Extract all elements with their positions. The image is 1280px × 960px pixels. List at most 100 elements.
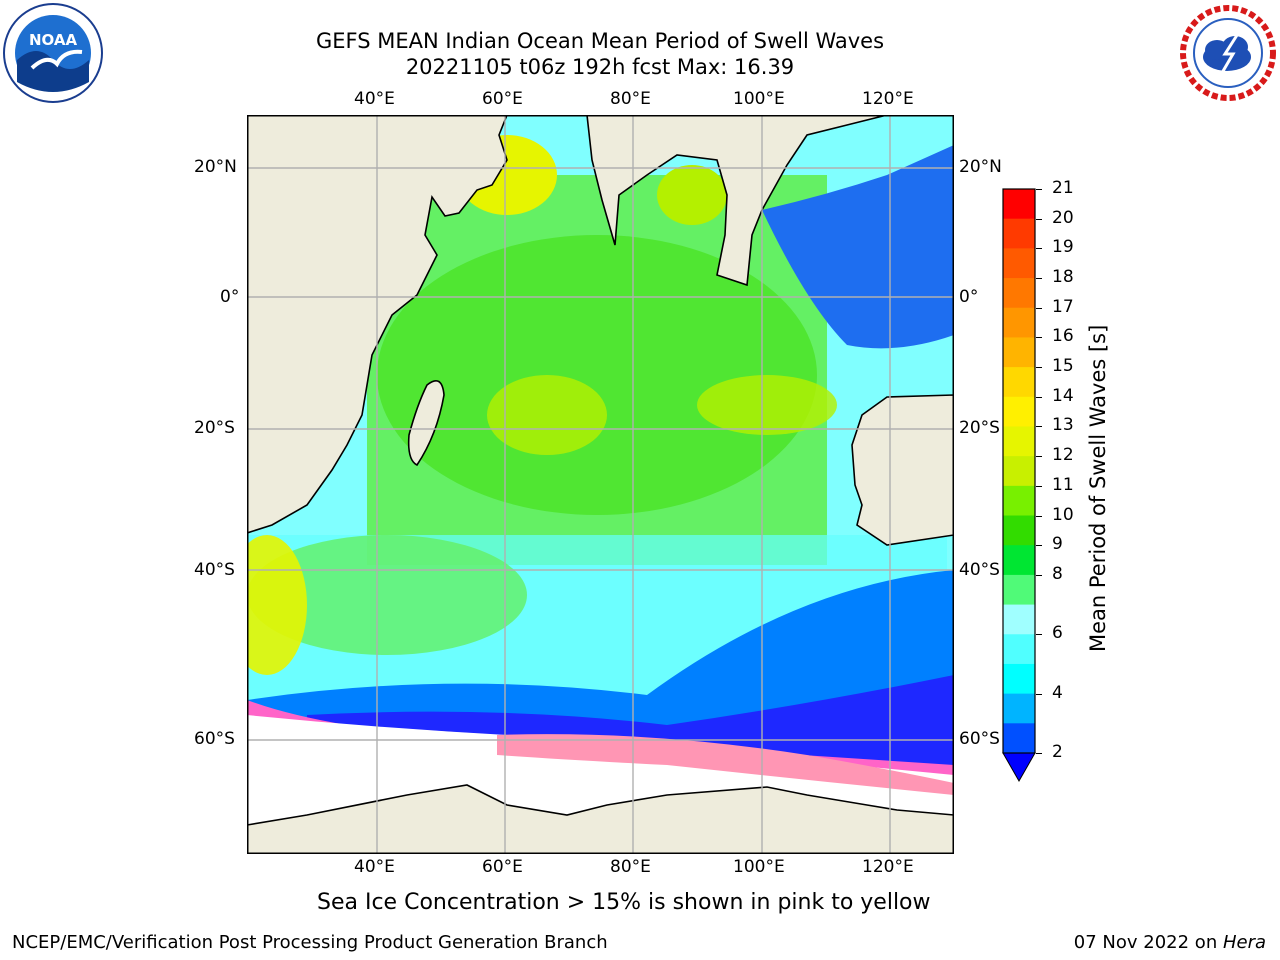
swell-field-peak: [487, 375, 607, 455]
colorbar-segment: [1003, 574, 1035, 606]
colorbar-tick-mark: [1036, 337, 1042, 339]
colorbar: [1002, 188, 1036, 783]
sea-ice-concentration: [497, 734, 954, 795]
lat-label-left-20n: 20°N: [194, 157, 237, 177]
colorbar-tick-label: 14: [1052, 385, 1074, 406]
lon-label-bottom-100e: 100°E: [733, 857, 785, 877]
lon-label-top-60e: 60°E: [482, 89, 523, 109]
footer-date: 07 Nov 2022 on Hera: [1074, 932, 1266, 953]
colorbar-tick-label: 11: [1052, 474, 1074, 495]
colorbar-tick-mark: [1036, 753, 1042, 754]
colorbar-segment: [1003, 604, 1035, 635]
colorbar-segment: [1003, 189, 1035, 220]
colorbar-tick-mark: [1036, 634, 1042, 636]
land-australia: [851, 394, 954, 546]
footer-date-text: 07 Nov 2022 on: [1073, 932, 1223, 953]
map-panel: [247, 115, 954, 854]
land-india-asia: [505, 115, 888, 287]
colorbar-frame: [1002, 188, 1036, 754]
colorbar-segment: [1003, 663, 1035, 695]
lon-label-top-40e: 40°E: [354, 89, 395, 109]
colorbar-tick-mark: [1036, 248, 1042, 250]
colorbar-segment: [1003, 485, 1035, 517]
lat-label-right-40s: 40°S: [959, 560, 1000, 580]
colorbar-tick-label: 13: [1052, 415, 1074, 436]
land-antarctica: [247, 784, 954, 854]
colorbar-tick-mark: [1036, 515, 1042, 517]
lat-label-right-60s: 60°S: [959, 729, 1000, 749]
colorbar-tick-label: 2: [1052, 742, 1063, 762]
colorbar-segment: [1003, 278, 1035, 309]
colorbar-tick-mark: [1036, 307, 1042, 309]
colorbar-segment: [1003, 515, 1035, 546]
colorbar-segment: [1003, 634, 1035, 665]
chart-title: GEFS MEAN Indian Ocean Mean Period of Sw…: [315, 29, 885, 53]
colorbar-tick-mark: [1036, 218, 1042, 220]
footer-host: Hera: [1222, 932, 1266, 953]
lat-label-left-60s: 60°S: [194, 729, 235, 749]
colorbar-segment: [1003, 337, 1035, 368]
colorbar-segment: [1003, 218, 1035, 249]
lon-label-bottom-80e: 80°E: [610, 857, 651, 877]
lat-label-left-40s: 40°S: [194, 560, 235, 580]
colorbar-tick-mark: [1036, 367, 1042, 369]
colorbar-tick-label: 16: [1052, 326, 1074, 347]
colorbar-tick-label: 15: [1052, 356, 1074, 377]
colorbar-segment: [1003, 723, 1035, 754]
lon-label-bottom-60e: 60°E: [482, 857, 523, 877]
lat-label-left-20s: 20°S: [194, 418, 235, 438]
lon-label-top-80e: 80°E: [610, 89, 651, 109]
sea-ice-caption: Sea Ice Concentration > 15% is shown in …: [317, 890, 931, 915]
colorbar-tick-label: 20: [1052, 207, 1074, 228]
colorbar-tick-label: 6: [1052, 623, 1063, 644]
colorbar-tick-label: 9: [1052, 534, 1063, 555]
lat-label-left-0: 0°: [220, 287, 240, 307]
swell-field-peak-east: [697, 375, 837, 435]
lon-label-bottom-40e: 40°E: [354, 857, 395, 877]
colorbar-segment: [1003, 693, 1035, 724]
map-frame: [247, 115, 954, 854]
colorbar-tick-label: 17: [1052, 296, 1074, 317]
swell-field-bengal: [657, 165, 727, 225]
colorbar-tick-mark: [1036, 485, 1042, 487]
chart-subtitle: 20221105 t06z 192h fcst Max: 16.39: [405, 55, 795, 79]
colorbar-tick-mark: [1036, 396, 1042, 398]
lon-label-bottom-120e: 120°E: [862, 857, 914, 877]
colorbar-tick-mark: [1036, 189, 1042, 190]
colorbar-tick-mark: [1036, 574, 1042, 576]
colorbar-title: Mean Period of Swell Waves [s]: [1086, 324, 1110, 652]
colorbar-tick-label: 4: [1052, 682, 1063, 703]
colorbar-segment: [1003, 248, 1035, 279]
colorbar-tick-label: 8: [1052, 563, 1063, 584]
colorbar-tick-mark: [1036, 456, 1042, 458]
lon-label-top-120e: 120°E: [862, 89, 914, 109]
lat-label-right-20s: 20°S: [959, 418, 1000, 438]
colorbar-tick-mark: [1036, 278, 1042, 280]
lon-label-top-100e: 100°E: [733, 89, 785, 109]
map-graticule: [247, 115, 954, 854]
swell-field-sw: [247, 535, 527, 655]
footer-credit: NCEP/EMC/Verification Post Processing Pr…: [12, 932, 608, 953]
colorbar-segment: [1003, 396, 1035, 427]
noaa-logo-text: NOAA: [29, 31, 78, 49]
nws-logo: [1179, 4, 1277, 102]
colorbar-tick-label: 12: [1052, 445, 1074, 466]
colorbar-segment: [1003, 456, 1035, 487]
noaa-logo: NOAA: [3, 3, 103, 103]
colorbar-tick-mark: [1036, 693, 1042, 695]
colorbar-tick-label: 18: [1052, 267, 1074, 288]
colorbar-segment: [1003, 367, 1035, 398]
colorbar-tick-label: 21: [1052, 178, 1074, 198]
lat-label-right-20n: 20°N: [959, 157, 1002, 177]
colorbar-segment: [1003, 307, 1035, 338]
land-madagascar: [407, 379, 445, 467]
colorbar-tick-mark: [1036, 426, 1042, 428]
colorbar-segment: [1003, 545, 1035, 576]
colorbar-tick-mark: [1036, 545, 1042, 547]
colorbar-segment: [1003, 426, 1035, 457]
colorbar-extend-triangle: [1002, 752, 1036, 783]
swell-field-core: [377, 235, 817, 515]
lat-label-right-0: 0°: [959, 287, 979, 307]
colorbar-tick-label: 19: [1052, 237, 1074, 258]
colorbar-tick-label: 10: [1052, 504, 1074, 525]
